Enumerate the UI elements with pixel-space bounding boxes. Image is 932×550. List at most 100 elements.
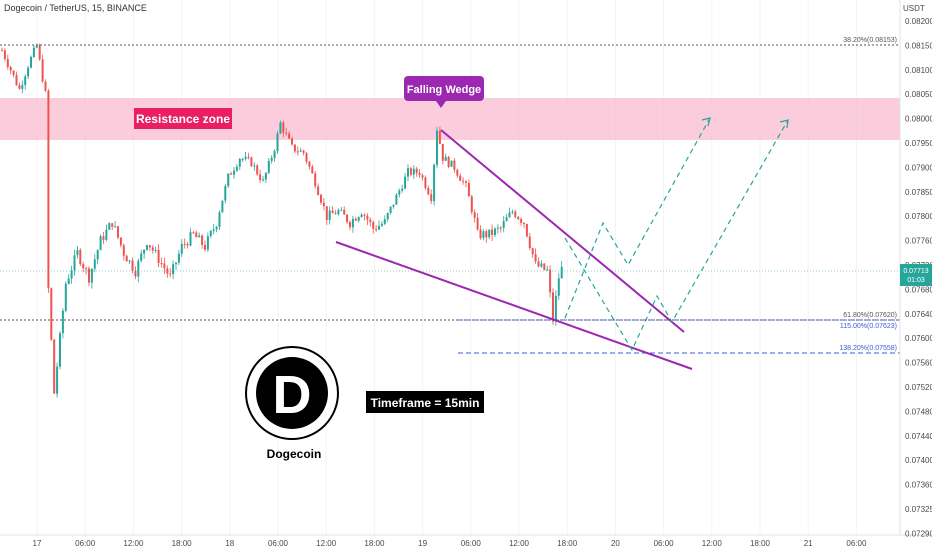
candle-body [488, 229, 491, 238]
y-tick-label: 0.07680 [905, 285, 932, 294]
y-tick-label: 0.08050 [905, 90, 932, 99]
y-tick-label: 0.08000 [905, 115, 932, 124]
candle-body [227, 173, 230, 187]
candle-body [424, 177, 427, 189]
y-tick-label: 0.07480 [905, 407, 932, 416]
falling-wedge-label-box [404, 76, 484, 101]
candle-body [375, 228, 378, 230]
candle-body [85, 268, 88, 270]
x-tick-label: 18:00 [364, 539, 385, 548]
y-tick-label: 0.07900 [905, 163, 932, 172]
x-tick-label: 12:00 [702, 539, 723, 548]
candle-body [38, 44, 41, 60]
candle-body [421, 175, 424, 178]
candle-body [67, 278, 70, 284]
candle-body [64, 283, 67, 311]
candle-body [247, 156, 250, 158]
candle-body [398, 190, 401, 195]
candle-body [18, 85, 21, 89]
candle-body [511, 211, 514, 213]
candle-body [6, 59, 9, 67]
candle-body [108, 223, 111, 230]
candle-body [206, 236, 209, 250]
candle-body [96, 250, 99, 260]
candle-body [131, 260, 134, 271]
candle-body [241, 158, 244, 160]
candle-body [79, 250, 82, 265]
candle-body [102, 236, 105, 240]
candle-body [418, 173, 421, 176]
projection-path-2 [564, 119, 789, 352]
y-tick-label: 0.07290 [905, 529, 932, 538]
candle-body [233, 170, 235, 175]
x-tick-label: 06:00 [654, 539, 675, 548]
candle-body [122, 245, 125, 256]
x-tick-label: 06:00 [268, 539, 289, 548]
x-tick-label: 06:00 [75, 539, 96, 548]
candle-body [105, 229, 108, 240]
candle-body [88, 268, 90, 283]
candle-body [482, 231, 485, 239]
candle-body [209, 230, 212, 237]
candle-body [93, 259, 96, 269]
y-tick-label: 0.08150 [905, 41, 932, 50]
candle-body [311, 166, 314, 174]
candle-body [163, 263, 166, 269]
candle-body [494, 228, 496, 236]
y-tick-label: 0.07400 [905, 456, 932, 465]
x-tick-label: 18 [225, 539, 234, 548]
candle-body [380, 223, 383, 226]
candle-body [189, 232, 192, 246]
y-tick-label: 0.07520 [905, 383, 932, 392]
falling-wedge-pointer [436, 101, 446, 108]
candle-body [546, 269, 549, 271]
candle-body [450, 160, 453, 167]
candle-body [557, 278, 560, 296]
projection-arrow-2 [779, 119, 789, 129]
candle-body [514, 211, 517, 218]
level-label: 115.00%(0.07623) [840, 323, 897, 330]
x-tick-label: 21 [804, 539, 813, 548]
candle-body [157, 249, 160, 264]
candle-body [412, 168, 415, 175]
wedge-upper-line[interactable] [440, 129, 685, 333]
dogecoin-logo-letter: D [273, 365, 312, 425]
candle-body [302, 150, 305, 154]
candle-body [496, 227, 499, 229]
candle-body [554, 295, 557, 322]
price-tag-value: 0.07713 [903, 268, 928, 275]
x-tick-label: 18:00 [172, 539, 193, 548]
candle-body [273, 151, 276, 158]
candle-body [59, 333, 61, 367]
candle-body [479, 229, 482, 239]
candle-body [363, 214, 366, 216]
candle-body [491, 229, 494, 236]
candle-body [267, 160, 270, 173]
candle-body [166, 268, 169, 274]
candle-body [21, 85, 24, 89]
candle-body [543, 263, 546, 270]
candle-body [221, 200, 224, 213]
candle-body [528, 236, 531, 249]
candle-body [175, 262, 177, 265]
candle-body [502, 221, 505, 228]
candle-body [253, 165, 256, 167]
candle-body [383, 219, 386, 224]
x-axis-ticks: 17 06:00 12:00 18:00 18 06:00 12:00 18:00 19 06:0… [33, 539, 867, 548]
level-label: 61.80%(0.07620) [843, 312, 897, 319]
timeframe-label-box [366, 391, 484, 413]
candle-body [279, 122, 282, 134]
candle-body [369, 219, 372, 222]
candle-body [73, 255, 76, 271]
candle-body [485, 231, 488, 238]
candle-body [441, 143, 444, 161]
candle-body [172, 264, 175, 275]
candle-body [470, 196, 473, 213]
candle-body [27, 67, 30, 77]
fibonacci-levels: 38.20%(0.08153) 61.80%(0.07620) 115.00%(0.… [0, 37, 900, 354]
x-tick-label: 18:00 [750, 539, 771, 548]
wedge-lower-line[interactable] [335, 241, 693, 370]
candle-body [9, 66, 12, 71]
level-label: 38.20%(0.08153) [843, 37, 897, 44]
